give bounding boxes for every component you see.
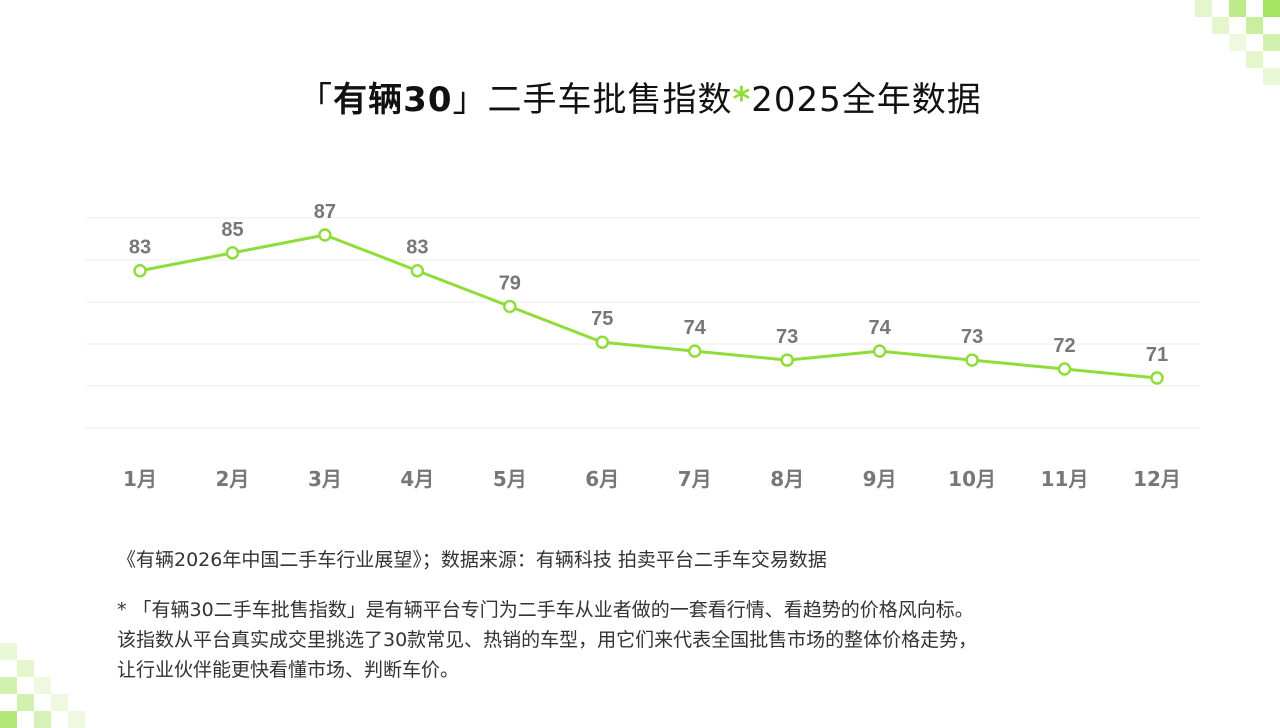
title-main: 二手车批售指数 [487, 80, 733, 120]
checker-square [1229, 0, 1246, 17]
title-suffix: 2025全年数据 [751, 80, 982, 120]
checker-square [1246, 17, 1263, 34]
data-point [318, 228, 332, 242]
data-label: 75 [591, 308, 613, 330]
data-point [225, 246, 240, 260]
checker-square [34, 677, 51, 694]
data-label: 83 [129, 237, 151, 259]
x-tick-label: 11月 [1041, 467, 1089, 491]
data-point [595, 335, 610, 349]
data-label: 74 [684, 317, 707, 339]
footnote: * 「有辆30二手车批售指数」是有辆平台专门为二手车从业者做的一套看行情、看趋势… [117, 595, 1217, 685]
checker-square [1212, 17, 1229, 34]
x-tick-label: 5月 [493, 467, 527, 491]
checker-square [34, 711, 51, 728]
data-point [965, 353, 979, 367]
data-label: 72 [1053, 335, 1075, 357]
title-bracket: 「 [298, 80, 334, 120]
x-tick-label: 9月 [863, 467, 897, 491]
checker-square [68, 711, 85, 728]
checker-square [17, 694, 34, 711]
checker-square [17, 660, 34, 677]
x-tick-label: 6月 [585, 467, 619, 491]
data-point [780, 353, 794, 367]
checker-square [1246, 51, 1263, 68]
data-point [133, 263, 147, 278]
x-tick-label: 8月 [770, 467, 804, 491]
data-label: 74 [869, 317, 892, 339]
x-tick-label: 2月 [215, 467, 249, 491]
x-tick-label: 4月 [400, 467, 434, 491]
data-point [1057, 362, 1072, 376]
data-point [410, 263, 425, 278]
source-text: 《有辆2026年中国二手车行业展望》；数据来源：有辆科技 拍卖平台二手车交易数据 [117, 549, 827, 571]
data-label: 73 [961, 326, 983, 348]
data-point [503, 299, 517, 314]
footnote-line: 让行业伙伴能更快看懂市场、判断车价。 [117, 659, 460, 681]
checker-square [0, 711, 17, 728]
data-label: 73 [776, 326, 798, 348]
x-tick-label: 3月 [308, 467, 342, 491]
checker-square [1263, 34, 1280, 51]
data-point [687, 344, 702, 358]
x-tick-label: 1月 [123, 467, 157, 491]
title-star: * [732, 80, 752, 120]
checker-square [1229, 34, 1246, 51]
series-line [139, 233, 1158, 380]
data-label: 83 [406, 237, 428, 259]
checker-square [1195, 0, 1212, 17]
data-label: 71 [1146, 344, 1168, 366]
title-bracket: 」 [452, 80, 488, 120]
checker-square [1263, 0, 1280, 17]
x-tick-label: 7月 [678, 467, 712, 491]
checker-square [0, 677, 17, 694]
data-label: 87 [314, 201, 336, 223]
checker-square [51, 694, 68, 711]
footnote-line: 该指数从平台真实成交里挑选了30款常见、热销的车型，用它们来代表全国批售市场的整… [117, 629, 978, 651]
x-tick-label: 10月 [948, 467, 996, 491]
footnote-line: * 「有辆30二手车批售指数」是有辆平台专门为二手车从业者做的一套看行情、看趋势… [117, 599, 974, 621]
data-label: 79 [499, 272, 521, 294]
data-label: 85 [221, 219, 243, 241]
checker-square [0, 643, 17, 660]
title-brand: 有辆30 [333, 80, 453, 120]
checker-square [1263, 68, 1280, 85]
data-point [872, 344, 887, 358]
chart-title: 「有辆30」二手车批售指数*2025全年数据 [0, 72, 1280, 121]
data-point [1150, 371, 1164, 385]
x-tick-label: 12月 [1133, 467, 1181, 491]
